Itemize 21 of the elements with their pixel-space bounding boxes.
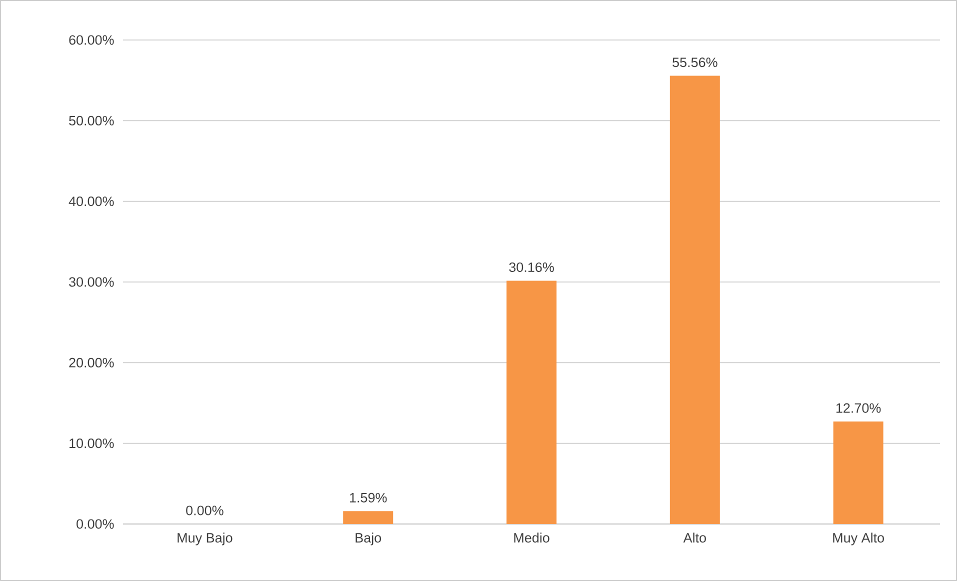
data-label: 55.56% — [672, 58, 718, 68]
x-tick-label: Medio — [514, 532, 550, 543]
data-label: 0.00% — [186, 506, 224, 516]
y-tick-label: 30.00% — [69, 277, 114, 287]
bar — [343, 511, 394, 524]
x-tick-label: Muy Alto — [833, 532, 884, 546]
x-tick-label: Alto — [683, 532, 706, 543]
y-tick-label: 10.00% — [70, 438, 114, 448]
x-tick-label: Bajo — [356, 532, 382, 546]
y-tick-label: 40.00% — [68, 196, 114, 206]
data-label: 12.70% — [836, 403, 881, 413]
x-tick-label: Muy Bajo — [178, 532, 232, 546]
data-label: 30.16% — [509, 262, 554, 272]
y-tick-label: 0.00% — [76, 519, 114, 529]
y-tick-label: 20.00% — [69, 358, 114, 368]
y-tick-label: 50.00% — [69, 116, 114, 126]
bar — [670, 76, 720, 524]
y-tick-label: 60.00% — [69, 35, 114, 45]
data-label: 1.59% — [350, 492, 387, 502]
bar — [506, 280, 557, 524]
bar — [833, 422, 884, 524]
